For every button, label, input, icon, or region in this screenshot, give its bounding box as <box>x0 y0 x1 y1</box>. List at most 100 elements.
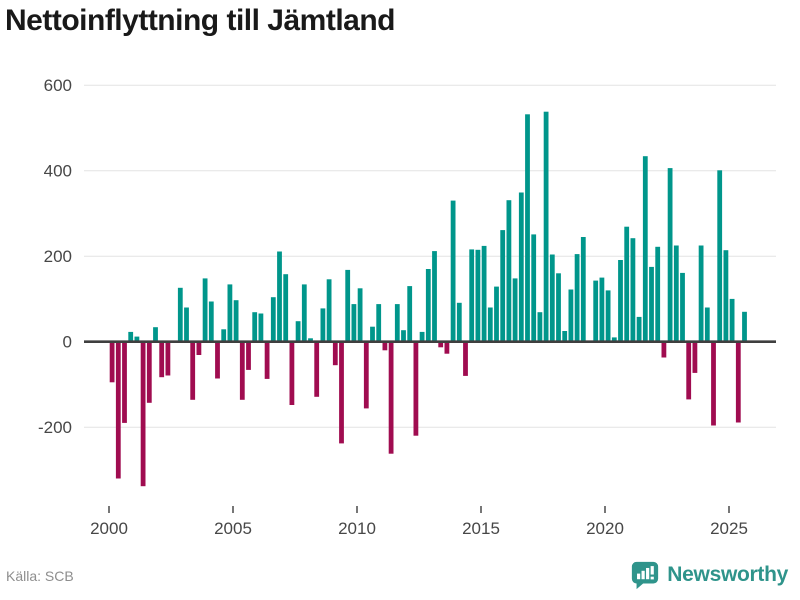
bar <box>239 341 245 400</box>
bar <box>357 288 363 342</box>
bar <box>711 341 716 426</box>
bar <box>463 341 468 376</box>
bar <box>177 287 183 342</box>
x-axis-tick-label: 2020 <box>586 519 624 538</box>
bar <box>289 341 295 405</box>
bar <box>190 341 196 400</box>
bar <box>562 331 568 342</box>
bar <box>326 279 332 342</box>
bar <box>388 341 394 454</box>
bar <box>425 269 431 342</box>
y-axis-tick-label: 0 <box>63 333 72 352</box>
bar <box>413 341 419 436</box>
y-axis-tick-label: 200 <box>44 247 72 266</box>
bar <box>332 341 338 366</box>
bar <box>568 289 574 342</box>
bar <box>146 341 152 403</box>
x-axis-tick-label: 2010 <box>338 519 376 538</box>
bar <box>580 237 586 342</box>
bar <box>208 301 214 342</box>
bar <box>704 307 710 342</box>
bar <box>159 341 165 378</box>
bar <box>518 192 524 342</box>
source-label: Källa: SCB <box>6 568 74 584</box>
bar <box>649 266 654 342</box>
bar <box>376 304 382 342</box>
bar <box>215 341 220 379</box>
y-axis-tick-label: 600 <box>44 76 72 95</box>
bar <box>500 230 506 342</box>
x-axis-tick-label: 2015 <box>462 519 500 538</box>
bar <box>345 269 351 342</box>
newsworthy-wordmark: Newsworthy <box>667 563 788 586</box>
bar <box>196 341 202 355</box>
bar <box>128 331 134 342</box>
bar <box>277 251 282 342</box>
bar <box>494 286 499 342</box>
bar <box>394 304 400 342</box>
bar <box>438 341 444 348</box>
bar <box>252 312 258 342</box>
y-axis-tick-label: -200 <box>38 418 72 437</box>
bar <box>233 300 239 342</box>
bar <box>717 170 723 342</box>
bar <box>407 286 413 342</box>
bar <box>673 245 679 342</box>
bar <box>735 341 741 423</box>
bar <box>140 341 146 487</box>
bar <box>636 316 642 342</box>
bar <box>401 330 406 342</box>
bar <box>618 260 623 342</box>
bar <box>642 156 648 342</box>
bar <box>351 304 357 342</box>
bar <box>475 249 481 342</box>
bar <box>481 245 487 342</box>
bar <box>506 200 512 342</box>
bar <box>469 249 475 342</box>
y-axis-tick-label: 400 <box>44 162 72 181</box>
bar <box>314 341 320 397</box>
bar <box>450 200 456 342</box>
bar <box>283 274 289 342</box>
bar <box>202 278 208 342</box>
bar <box>537 312 543 342</box>
bar <box>605 290 611 342</box>
bar <box>382 341 388 351</box>
chart-title: Nettoinflyttning till Jämtland <box>5 4 396 37</box>
bar <box>258 313 264 342</box>
bar <box>419 331 425 342</box>
bar <box>525 114 530 342</box>
bar <box>246 341 251 370</box>
bar <box>363 341 369 409</box>
bar <box>221 329 227 342</box>
bar <box>531 234 537 342</box>
x-axis-tick-label: 2025 <box>710 519 748 538</box>
bar <box>667 168 673 342</box>
bar <box>264 341 270 379</box>
newsworthy-logo[interactable]: Newsworthy <box>630 560 788 590</box>
bar <box>456 302 462 342</box>
bar <box>339 341 344 444</box>
bar <box>661 341 667 358</box>
bar <box>134 336 140 342</box>
bar <box>599 277 605 342</box>
bar <box>593 280 599 342</box>
x-axis-tick-label: 2000 <box>90 519 128 538</box>
bar <box>742 311 747 342</box>
bar <box>574 254 580 342</box>
bar <box>723 250 729 342</box>
bar <box>184 307 189 342</box>
bar <box>556 273 561 342</box>
bar <box>624 226 630 342</box>
bar <box>543 111 549 342</box>
bar <box>153 327 158 342</box>
bar <box>611 337 617 342</box>
bar <box>308 338 313 342</box>
bar <box>370 326 375 342</box>
bar <box>549 254 555 342</box>
bar <box>109 341 115 383</box>
bar <box>444 341 450 354</box>
bar <box>301 284 307 342</box>
